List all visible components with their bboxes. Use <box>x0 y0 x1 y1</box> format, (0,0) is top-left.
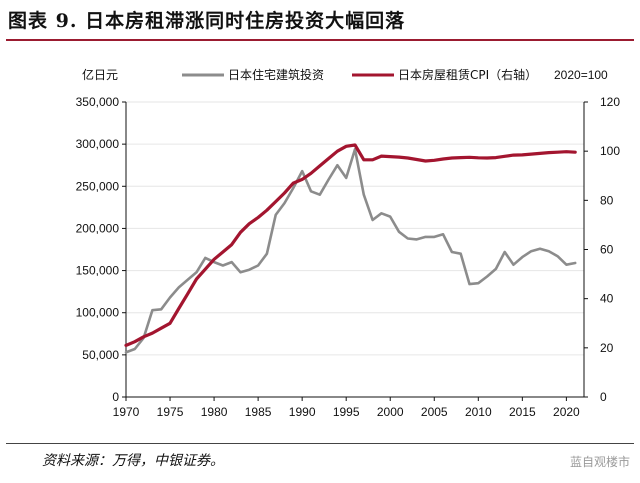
left-y-tick-label: 300,000 <box>76 137 120 151</box>
source-divider <box>6 443 634 444</box>
left-y-tick-label: 200,000 <box>76 221 120 235</box>
left-y-tick-label: 100,000 <box>76 306 120 320</box>
legend-label-investment: 日本住宅建筑投资 <box>228 67 324 82</box>
left-y-tick-label: 350,000 <box>76 95 120 109</box>
chart: 0 50,000 100,000 150,000 200,000 250,000 300,0… <box>76 67 621 419</box>
x-tick-label: 2010 <box>465 405 492 419</box>
right-y-tick-label: 60 <box>600 243 614 257</box>
right-y-tick-label: 80 <box>600 193 614 207</box>
left-y-tick-label: 0 <box>112 390 119 404</box>
series-line-rent-cpi <box>124 143 577 347</box>
left-y-tick-label: 250,000 <box>76 179 120 193</box>
right-axis-note: 2020=100 <box>554 68 608 82</box>
source-note: 资料来源：万得，中银证券。 <box>42 453 224 469</box>
x-tick-label: 1970 <box>113 405 140 419</box>
x-tick-label: 2005 <box>421 405 448 419</box>
x-tick-label: 1980 <box>201 405 228 419</box>
x-tick-label: 2015 <box>509 405 536 419</box>
x-tick-label: 2000 <box>377 405 404 419</box>
right-y-tick-label: 100 <box>600 144 620 158</box>
x-tick-label: 1985 <box>245 405 272 419</box>
watermark: 蓝自观楼市 <box>569 455 630 469</box>
right-y-tick-label: 20 <box>600 341 614 355</box>
right-y-tick-label: 120 <box>600 95 620 109</box>
right-y-tick-label: 40 <box>600 292 614 306</box>
x-tick-label: 1995 <box>333 405 360 419</box>
chart-title: 图表 9. 日本房租滞涨同时住房投资大幅回落 <box>8 10 406 32</box>
title-divider <box>6 39 634 41</box>
left-y-tick-label: 50,000 <box>82 348 119 362</box>
series-line-investment <box>124 147 577 354</box>
left-axis-unit: 亿日元 <box>82 67 118 82</box>
left-y-tick-label: 150,000 <box>76 264 120 278</box>
x-tick-label: 1990 <box>289 405 316 419</box>
legend-label-rent-cpi: 日本房屋租赁CPI（右轴） <box>398 67 537 82</box>
right-y-tick-label: 0 <box>600 390 607 404</box>
x-tick-label: 2020 <box>553 405 580 419</box>
x-tick-label: 1975 <box>157 405 184 419</box>
